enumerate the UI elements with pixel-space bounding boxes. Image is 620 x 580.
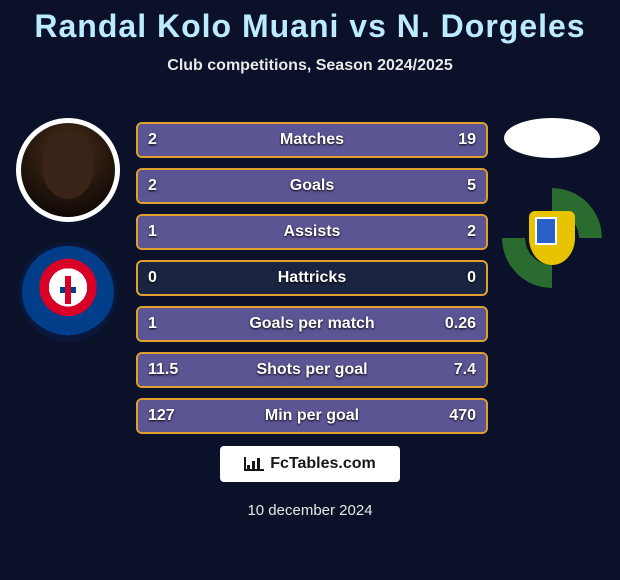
stat-label: Min per goal [138, 407, 486, 425]
brand-badge[interactable]: FcTables.com [220, 446, 400, 482]
player2-avatar-placeholder [504, 118, 600, 158]
stat-label: Goals [138, 177, 486, 195]
stat-bar: 127470Min per goal [136, 398, 488, 434]
right-player-column [492, 118, 612, 288]
stat-bar: 25Goals [136, 168, 488, 204]
stat-bar: 11.57.4Shots per goal [136, 352, 488, 388]
player1-club-logo [18, 242, 118, 342]
player1-face-placeholder [42, 133, 94, 199]
player2-club-logo [502, 188, 602, 288]
stat-label: Hattricks [138, 269, 486, 287]
stat-bar: 219Matches [136, 122, 488, 158]
player1-avatar [16, 118, 120, 222]
stat-label: Shots per goal [138, 361, 486, 379]
brand-chart-icon [244, 457, 264, 471]
left-player-column [8, 118, 128, 342]
stats-container: 219Matches 25Goals 12Assists 00Hattricks 10.… [136, 122, 488, 434]
stat-label: Goals per match [138, 315, 486, 333]
stat-label: Assists [138, 223, 486, 241]
page-title: Randal Kolo Muani vs N. Dorgeles [0, 0, 620, 45]
stat-label: Matches [138, 131, 486, 149]
stat-bar: 10.26Goals per match [136, 306, 488, 342]
club-logo-shield-icon [529, 211, 575, 265]
stat-bar: 12Assists [136, 214, 488, 250]
date-text: 10 december 2024 [0, 502, 620, 519]
subtitle: Club competitions, Season 2024/2025 [0, 57, 620, 75]
stat-bar: 00Hattricks [136, 260, 488, 296]
brand-text: FcTables.com [270, 455, 376, 473]
